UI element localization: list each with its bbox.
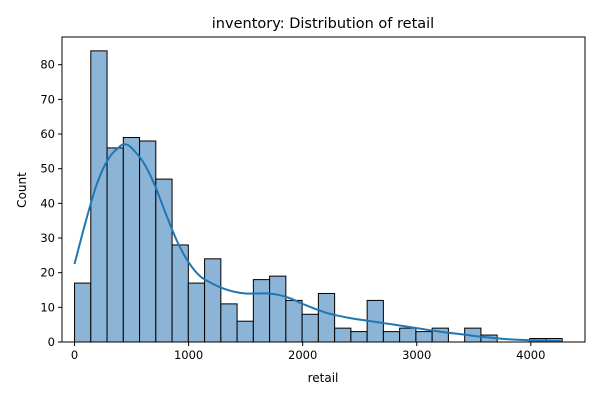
histogram-bar [220, 303, 238, 343]
histogram-bar [122, 137, 141, 343]
histogram-bar [415, 331, 433, 343]
y-tick-label: 30 [40, 231, 55, 245]
y-axis-ticks: 0 10 20 30 40 50 60 70 80 [40, 58, 62, 349]
x-axis-ticks: 0 1000 2000 3000 4000 [71, 342, 545, 362]
histogram-bar [106, 147, 124, 343]
histogram-bar [252, 279, 271, 343]
y-tick-label: 60 [40, 127, 55, 141]
kde-group [73, 143, 563, 342]
plot-frame [61, 36, 586, 343]
x-tick-label: 2000 [288, 348, 317, 362]
histogram-bar [399, 327, 417, 343]
histogram-bar [204, 258, 222, 343]
histogram-bar [269, 275, 287, 343]
histogram-bar [382, 331, 401, 343]
y-tick-label: 70 [40, 92, 55, 106]
bars-group [74, 50, 563, 343]
histogram-bar [155, 178, 173, 343]
histogram-bar [334, 327, 352, 343]
histogram-bar [301, 313, 319, 343]
x-tick-label: 4000 [516, 348, 545, 362]
x-tick-label: 0 [71, 348, 78, 362]
y-tick-label: 80 [40, 58, 55, 72]
histogram-bar [285, 299, 303, 343]
histogram-bar [187, 282, 206, 343]
histogram-bar [236, 320, 254, 343]
histogram-bar [350, 331, 368, 343]
y-tick-label: 50 [40, 162, 55, 176]
y-tick-label: 0 [48, 335, 55, 349]
histogram-bar [74, 282, 92, 343]
x-tick-label: 3000 [402, 348, 431, 362]
x-axis-label: retail [308, 371, 339, 385]
y-axis-label: Count [15, 172, 29, 208]
chart-title: inventory: Distribution of retail [212, 16, 434, 32]
y-tick-label: 40 [40, 196, 55, 210]
histogram-bar [317, 292, 336, 343]
kde-curve [73, 143, 563, 342]
y-tick-label: 10 [40, 300, 55, 314]
y-tick-label: 20 [40, 266, 55, 280]
x-tick-label: 1000 [174, 348, 203, 362]
